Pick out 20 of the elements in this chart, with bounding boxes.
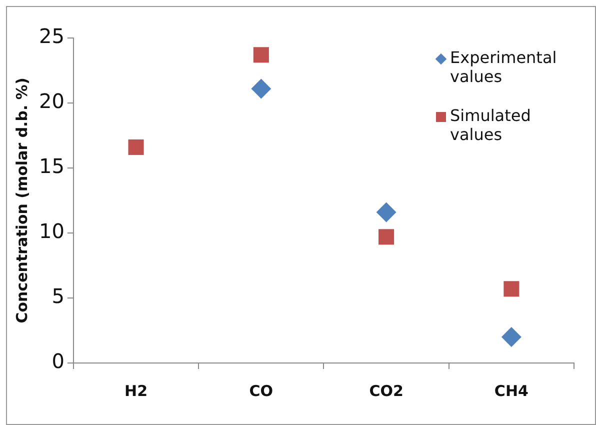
point bbox=[376, 202, 396, 222]
point bbox=[378, 229, 394, 245]
y-tick-label: 10 bbox=[38, 219, 64, 244]
point bbox=[253, 47, 269, 63]
y-tick-label: 20 bbox=[38, 89, 64, 114]
y-tick-label: 5 bbox=[52, 284, 64, 308]
x-tick-label: CO2 bbox=[369, 382, 404, 400]
legend-label: Simulated values bbox=[450, 106, 532, 144]
point bbox=[128, 139, 144, 155]
y-tick-label: 25 bbox=[38, 24, 64, 48]
legend-label: Experimental values bbox=[450, 48, 558, 86]
point bbox=[501, 327, 522, 347]
y-tick-label: 15 bbox=[38, 154, 64, 178]
point bbox=[251, 78, 272, 99]
y-tick-label: 0 bbox=[52, 349, 64, 374]
y-axis-title: Concentration (molar d.b. %) bbox=[12, 78, 31, 324]
x-tick-label: CH4 bbox=[494, 382, 528, 400]
x-tick-label: H2 bbox=[124, 382, 148, 400]
x-tick-label: CO bbox=[249, 382, 274, 400]
point bbox=[504, 281, 520, 297]
